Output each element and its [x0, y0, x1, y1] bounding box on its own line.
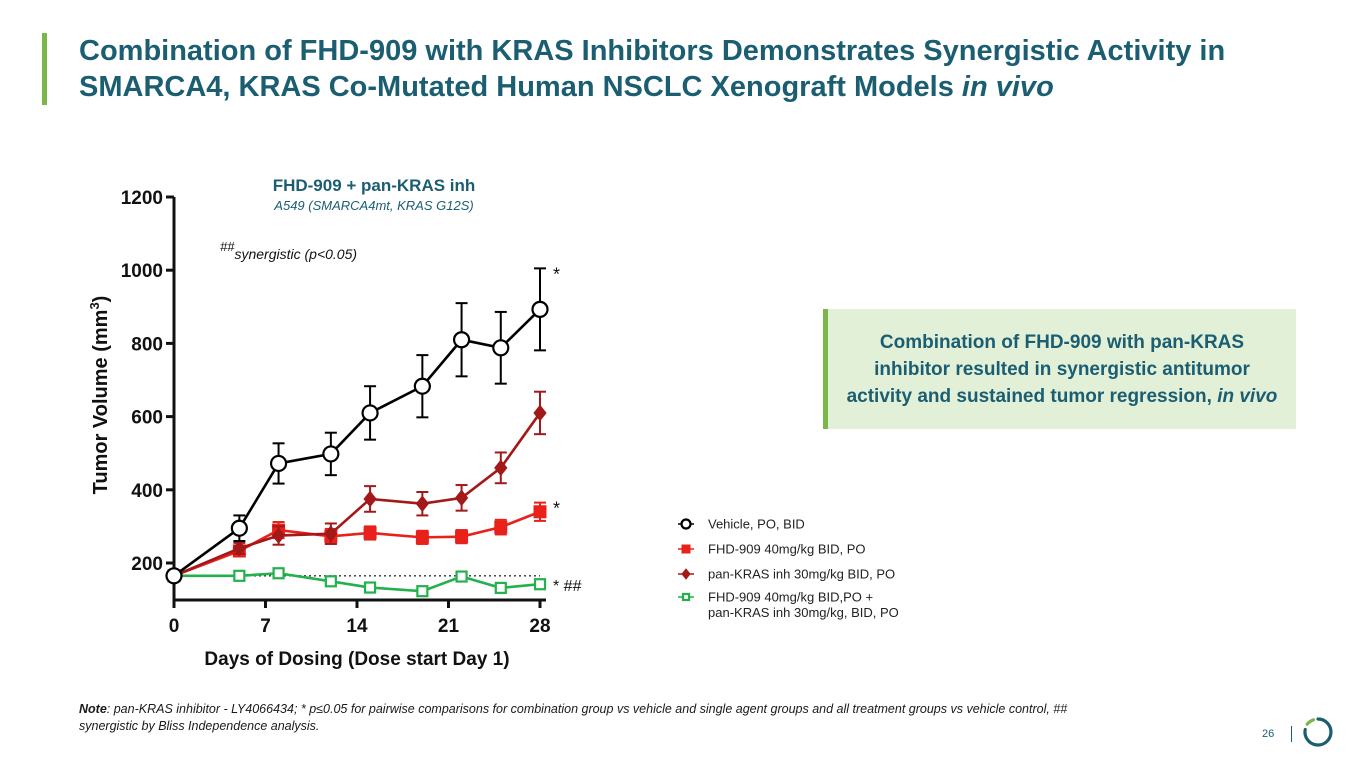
legend-label: pan-KRAS inh 30mg/kg BID, PO — [708, 567, 895, 582]
data-point — [272, 567, 285, 580]
legend-label: Vehicle, PO, BID — [708, 517, 805, 532]
legend-label-line2: pan-KRAS inh 30mg/kg, BID, PO — [708, 605, 899, 620]
data-point — [363, 581, 377, 594]
x-tick-label: 7 — [260, 616, 271, 637]
data-point — [533, 505, 547, 519]
significance-label: * — [553, 264, 560, 284]
data-point — [415, 530, 429, 544]
legend-item: Vehicle, PO, BID — [678, 517, 805, 532]
synergy-annotation-prefix: ## — [220, 239, 235, 254]
legend-item: pan-KRAS inh 30mg/kg BID, PO — [678, 567, 895, 582]
data-point — [416, 585, 429, 598]
legend-marker — [681, 544, 691, 554]
series-line — [173, 308, 541, 577]
data-point — [232, 540, 246, 557]
data-point — [269, 454, 288, 473]
data-point — [165, 567, 183, 585]
company-logo-icon — [1303, 717, 1333, 747]
title-accent-bar — [42, 33, 47, 105]
data-point — [455, 530, 469, 544]
series-1: * — [167, 499, 560, 583]
y-tick-label: 1200 — [121, 188, 163, 209]
legend-marker — [680, 518, 692, 530]
significance-label: * ## — [553, 578, 582, 595]
series-0: * — [165, 264, 560, 585]
x-tick-label: 14 — [346, 616, 368, 637]
x-tick-label: 28 — [529, 616, 550, 637]
data-point — [494, 459, 508, 477]
data-point — [324, 575, 337, 588]
legend-label: FHD-909 40mg/kg BID,PO + — [708, 590, 873, 605]
page-number-divider — [1291, 726, 1292, 742]
slide-title-main: Combination of FHD-909 with KRAS Inhibit… — [79, 35, 1226, 103]
data-point — [452, 331, 471, 349]
y-axis-label-close: ) — [90, 296, 112, 303]
synergy-annotation-text: synergistic (p<0.05) — [234, 246, 357, 262]
key-finding-callout: Combination of FHD-909 with pan-KRAS inh… — [823, 309, 1296, 429]
x-tick-label: 21 — [438, 616, 460, 637]
y-tick-label: 800 — [131, 334, 163, 355]
data-point — [363, 526, 377, 540]
legend-marker — [681, 568, 691, 580]
y-axis-label-main: Tumor Volume (mm — [90, 310, 112, 495]
data-point — [324, 525, 338, 543]
data-point — [230, 519, 248, 537]
synergy-annotation: ##synergistic (p<0.05) — [220, 239, 357, 262]
footnote-label: Note — [79, 702, 107, 716]
data-point — [494, 581, 507, 594]
y-tick-label: 200 — [131, 554, 163, 575]
y-tick-label: 1000 — [121, 261, 163, 282]
data-point — [271, 527, 286, 544]
legend-marker — [681, 592, 691, 602]
data-point — [363, 490, 377, 508]
y-tick-label: 400 — [131, 481, 163, 502]
data-point — [531, 300, 549, 318]
data-point — [533, 404, 547, 422]
series-line — [173, 412, 542, 578]
significance-label: * — [553, 499, 560, 519]
data-point — [494, 520, 508, 534]
legend-label: FHD-909 40mg/kg BID, PO — [708, 542, 866, 557]
chart-title: FHD-909 + pan-KRAS inh — [273, 176, 476, 195]
chart-legend: Vehicle, PO, BID FHD-909 40mg/kg BID, PO p… — [678, 517, 899, 620]
data-point — [413, 377, 431, 395]
callout-emphasis: in vivo — [1217, 385, 1278, 407]
footnote: Note: pan-KRAS inhibitor - LY4066434; * … — [79, 701, 1099, 735]
series-line — [173, 510, 541, 578]
callout-main: Combination of FHD-909 with pan-KRAS inh… — [846, 331, 1250, 407]
page-number: 26 — [1262, 728, 1275, 740]
legend-item: FHD-909 40mg/kg BID, PO — [678, 542, 866, 557]
y-tick-label: 600 — [131, 408, 163, 429]
callout-text: Combination of FHD-909 with pan-KRAS inh… — [842, 329, 1282, 410]
slide-title-emphasis: in vivo — [961, 71, 1054, 103]
data-point — [454, 489, 469, 507]
data-point — [533, 578, 547, 591]
data-point — [322, 445, 340, 463]
legend-item: FHD-909 40mg/kg BID,PO +pan-KRAS inh 30m… — [678, 590, 899, 620]
x-axis-label: Days of Dosing (Dose start Day 1) — [204, 649, 509, 670]
footnote-text: : pan-KRAS inhibitor - LY4066434; * p≤0.… — [79, 702, 1068, 733]
data-point — [233, 569, 246, 582]
series-2 — [167, 390, 547, 585]
y-axis-label-sup: 3 — [87, 302, 102, 309]
data-point — [361, 404, 379, 422]
y-axis-label: Tumor Volume (mm3) — [87, 296, 112, 495]
slide-title: Combination of FHD-909 with KRAS Inhibit… — [79, 33, 1339, 105]
x-tick-label: 0 — [169, 616, 180, 637]
data-point — [455, 570, 468, 583]
chart-subtitle: A549 (SMARCA4mt, KRAS G12S) — [273, 198, 473, 213]
series-3: * ## — [167, 567, 582, 598]
data-point — [415, 495, 429, 513]
data-point — [492, 339, 510, 357]
